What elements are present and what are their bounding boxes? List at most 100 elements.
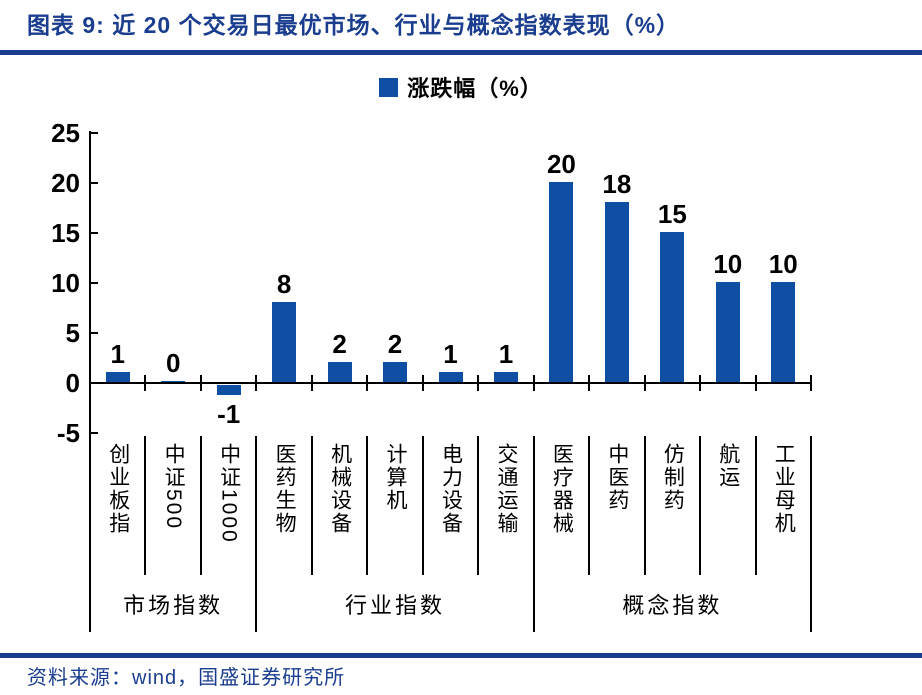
category-label: 医疗器械 — [534, 443, 589, 573]
category-label: 中证1000 — [201, 443, 256, 573]
category-label: 计算机 — [367, 443, 422, 573]
footer-divider — [0, 653, 922, 658]
y-axis-tick — [90, 232, 98, 234]
group-separator — [532, 436, 535, 632]
x-axis-tick — [699, 375, 702, 391]
y-axis-tick — [90, 282, 98, 284]
category-separator — [144, 436, 147, 575]
category-separator — [366, 436, 369, 575]
category-label-text: 工业母机 — [772, 443, 796, 535]
bar — [771, 282, 796, 382]
bar-value-label: 0 — [165, 347, 181, 378]
x-axis-tick — [89, 375, 91, 391]
category-label: 医药生物 — [256, 443, 311, 573]
legend-label: 涨跌幅（%） — [407, 76, 543, 101]
category-label: 工业母机 — [756, 443, 811, 573]
category-label-text: 电力设备 — [439, 443, 463, 535]
y-tick-label: 25 — [51, 118, 80, 148]
x-axis-tick — [810, 375, 812, 391]
bar-value-label: 2 — [332, 329, 347, 359]
category-label: 电力设备 — [423, 443, 478, 573]
x-axis-tick — [199, 375, 202, 391]
category-label-text: 计算机 — [384, 443, 408, 512]
category-label: 交通运输 — [478, 443, 533, 573]
y-tick-label: 10 — [51, 268, 80, 298]
bar — [327, 362, 352, 382]
category-label-text: 中证500 — [162, 443, 186, 531]
category-label: 机械设备 — [312, 443, 367, 573]
category-label: 创业板指 — [90, 443, 145, 573]
category-label-text: 创业板指 — [106, 443, 130, 535]
legend: 涨跌幅（%） — [0, 72, 922, 102]
bar-value-label: 20 — [546, 149, 576, 179]
x-axis-tick — [588, 375, 591, 391]
category-separator — [421, 436, 424, 575]
figure-title: 图表 9: 近 20 个交易日最优市场、行业与概念指数表现（%） — [27, 12, 681, 38]
group-separator — [255, 436, 258, 632]
x-axis-line — [89, 382, 812, 384]
category-label: 航运 — [700, 443, 755, 573]
bar-value-label: 8 — [276, 269, 292, 299]
bar-value-label: 10 — [713, 249, 743, 279]
y-axis-tick — [90, 132, 98, 134]
category-separator — [199, 436, 202, 575]
bar-value-label: 1 — [443, 339, 458, 369]
bar — [715, 282, 740, 382]
title-divider — [0, 50, 922, 55]
category-label-text: 中医药 — [605, 443, 629, 512]
x-axis-tick — [144, 375, 147, 391]
x-axis-tick — [477, 375, 480, 391]
bar — [161, 380, 186, 382]
x-axis-tick — [643, 375, 646, 391]
bar — [383, 362, 408, 382]
y-tick-label: 15 — [51, 218, 80, 248]
bar-value-label: -1 — [217, 399, 241, 429]
bar — [549, 182, 574, 382]
category-label-text: 交通运输 — [494, 443, 518, 535]
y-axis-tick — [90, 432, 98, 434]
bar — [438, 372, 463, 382]
category-separator — [754, 436, 757, 575]
legend-swatch-icon — [379, 77, 399, 97]
category-separator — [477, 436, 480, 575]
bar-value-label: 1 — [110, 339, 125, 369]
category-label-text: 仿制药 — [661, 443, 685, 512]
y-tick-label: 5 — [65, 318, 80, 348]
x-axis-tick — [532, 375, 535, 391]
group-label: 概念指数 — [622, 592, 723, 618]
bar — [604, 202, 629, 382]
category-label-text: 医疗器械 — [550, 443, 574, 535]
category-label-text: 机械设备 — [328, 443, 352, 535]
category-separator — [310, 436, 313, 575]
category-label-text: 医药生物 — [273, 443, 297, 535]
bar-value-label: 15 — [657, 199, 687, 229]
bar-value-label: 2 — [387, 329, 403, 359]
category-label-text: 中证1000 — [217, 443, 241, 544]
group-label: 市场指数 — [123, 592, 224, 618]
group-label: 行业指数 — [345, 592, 446, 618]
x-axis-tick — [310, 375, 313, 391]
category-label: 仿制药 — [645, 443, 700, 573]
y-tick-label: 0 — [65, 368, 80, 398]
bar-value-label: 18 — [602, 169, 632, 199]
y-axis-tick — [90, 332, 98, 334]
x-axis-tick — [754, 375, 757, 391]
y-axis-tick — [90, 382, 98, 384]
y-tick-label: -5 — [56, 418, 80, 448]
x-axis-tick — [366, 375, 369, 391]
category-label: 中证500 — [145, 443, 200, 573]
category-separator — [588, 436, 591, 575]
category-separator — [699, 436, 702, 575]
x-axis-tick — [421, 375, 424, 391]
y-axis-tick — [90, 182, 98, 184]
bar-value-label: 1 — [498, 339, 514, 369]
bar — [272, 302, 297, 382]
bar — [105, 372, 130, 382]
bar — [660, 232, 685, 382]
bar — [216, 385, 241, 395]
bar — [493, 372, 518, 382]
label-area-right-line — [810, 436, 812, 632]
category-separator — [643, 436, 646, 575]
